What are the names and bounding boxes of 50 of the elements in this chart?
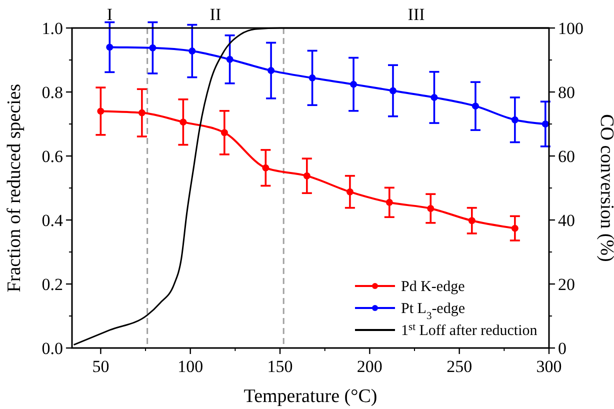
y2-axis-title: CO conversion (%) xyxy=(596,114,614,262)
y2-tick-label: 0 xyxy=(558,339,566,358)
y2-tick-label: 40 xyxy=(558,211,575,230)
point xyxy=(386,198,393,206)
point xyxy=(308,74,316,82)
point xyxy=(226,56,234,63)
y-tick-label: 0.8 xyxy=(42,83,63,102)
point xyxy=(220,129,228,136)
point xyxy=(430,94,438,101)
y2-tick-label: 80 xyxy=(558,83,575,102)
point xyxy=(346,188,354,196)
x-tick-label: 50 xyxy=(92,357,110,376)
y2-tick-label: 100 xyxy=(558,19,584,38)
point xyxy=(511,116,518,124)
point xyxy=(542,120,549,128)
x-tick-label: 200 xyxy=(356,357,382,376)
legend-label: Pt L$_{3}$-edge xyxy=(401,301,466,322)
point xyxy=(97,108,104,115)
text: II xyxy=(210,5,222,24)
point xyxy=(262,164,270,172)
y2-tick-label: 20 xyxy=(558,275,575,294)
point xyxy=(188,48,196,55)
legend-label: Pd K-edge xyxy=(401,279,466,295)
point xyxy=(389,87,396,94)
y-tick-label: 0.4 xyxy=(42,211,64,230)
point xyxy=(350,80,358,88)
y-tick-label: 0.6 xyxy=(42,147,63,166)
y2-tick-label: 60 xyxy=(558,147,575,166)
point xyxy=(268,67,275,74)
y-tick-label: 0.0 xyxy=(42,339,63,358)
x-axis-title: Temperature (°C) xyxy=(244,386,378,407)
point xyxy=(180,118,187,126)
point xyxy=(149,44,156,52)
text: I xyxy=(106,5,113,24)
point xyxy=(303,172,310,180)
x-tick-label: 150 xyxy=(267,357,293,376)
legend-label: 1$^{st}$ Loff after reduction xyxy=(401,322,538,339)
point xyxy=(511,224,518,232)
x-tick-label: 300 xyxy=(536,357,562,376)
y-tick-label: 1.0 xyxy=(42,19,63,38)
point xyxy=(138,109,146,116)
text: III xyxy=(408,5,426,24)
point xyxy=(468,217,476,224)
y-tick-label: 0.2 xyxy=(42,275,63,294)
y-axis-title: Fraction of reduced species xyxy=(4,84,25,292)
point xyxy=(106,44,114,51)
point xyxy=(472,102,479,110)
x-tick-label: 250 xyxy=(446,357,472,376)
x-tick-label: 100 xyxy=(178,357,204,376)
point xyxy=(427,204,434,212)
